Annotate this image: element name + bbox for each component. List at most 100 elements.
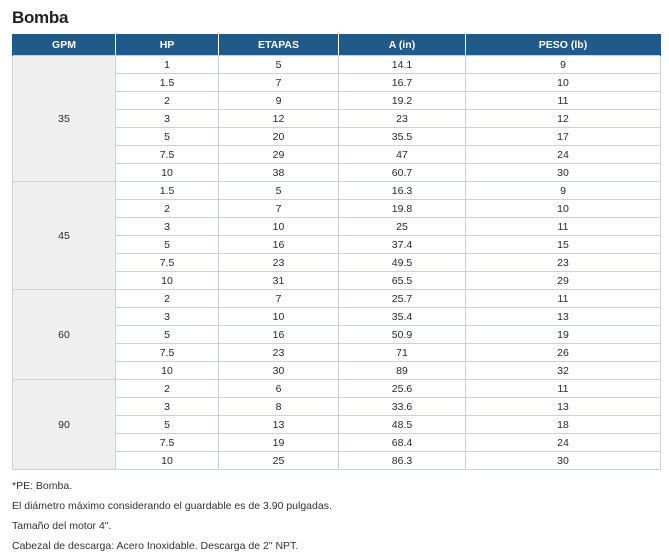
cell-a-in: 14.1 <box>338 55 466 74</box>
cell-etapas: 5 <box>218 55 339 74</box>
footnote: El diámetro máximo considerando el guard… <box>12 500 332 512</box>
cell-a-in: 16.3 <box>338 181 466 200</box>
cell-a-in: 50.9 <box>338 325 466 344</box>
cell-etapas: 12 <box>218 109 339 128</box>
cell-hp: 7.5 <box>115 433 219 452</box>
cell-hp: 2 <box>115 379 219 398</box>
cell-hp: 1.5 <box>115 73 219 92</box>
cell-a-in: 19.2 <box>338 91 466 110</box>
cell-a-in: 60.7 <box>338 163 466 182</box>
table-row: 2 7 19.8 10 <box>13 199 661 218</box>
cell-etapas: 30 <box>218 361 339 380</box>
cell-a-in: 35.5 <box>338 127 466 146</box>
header-etapas: ETAPAS <box>218 34 339 56</box>
cell-etapas: 16 <box>218 235 339 254</box>
cell-gpm: 45 <box>12 181 116 290</box>
table-row: 5 20 35.5 17 <box>13 127 661 146</box>
cell-etapas: 16 <box>218 325 339 344</box>
cell-a-in: 68.4 <box>338 433 466 452</box>
cell-a-in: 25.6 <box>338 379 466 398</box>
cell-peso-lb: 12 <box>465 109 661 128</box>
table-row: 3 10 25 11 <box>13 217 661 236</box>
table-header-row: GPM HP ETAPAS A (in) PESO (lb) <box>12 34 661 56</box>
cell-a-in: 86.3 <box>338 451 466 470</box>
table-row: 90 2 6 25.6 11 <box>12 379 661 470</box>
cell-etapas: 23 <box>218 343 339 362</box>
header-a-in: A (in) <box>338 34 466 56</box>
cell-gpm: 90 <box>12 379 116 470</box>
table-row: 7.5 19 68.4 24 <box>13 433 661 452</box>
cell-etapas: 10 <box>218 307 339 326</box>
cell-etapas: 7 <box>218 199 339 218</box>
cell-peso-lb: 10 <box>465 73 661 92</box>
cell-etapas: 8 <box>218 397 339 416</box>
cell-etapas: 29 <box>218 145 339 164</box>
cell-hp: 5 <box>115 415 219 434</box>
header-peso-lb: PESO (lb) <box>465 34 661 56</box>
cell-peso-lb: 11 <box>465 91 661 110</box>
cell-etapas: 6 <box>218 379 339 398</box>
cell-hp: 5 <box>115 235 219 254</box>
cell-peso-lb: 11 <box>465 379 661 398</box>
cell-a-in: 37.4 <box>338 235 466 254</box>
cell-gpm: 60 <box>12 289 116 380</box>
cell-etapas: 20 <box>218 127 339 146</box>
cell-hp: 7.5 <box>115 145 219 164</box>
table-row: 5 16 50.9 19 <box>13 325 661 344</box>
cell-a-in: 48.5 <box>338 415 466 434</box>
table-row: 5 16 37.4 15 <box>13 235 661 254</box>
cell-etapas: 7 <box>218 289 339 308</box>
cell-hp: 10 <box>115 163 219 182</box>
pump-spec-table: GPM HP ETAPAS A (in) PESO (lb) 35 1 5 14.1 9… <box>12 34 661 470</box>
cell-a-in: 16.7 <box>338 73 466 92</box>
cell-peso-lb: 30 <box>465 451 661 470</box>
cell-hp: 10 <box>115 451 219 470</box>
footnotes: *PE: Bomba. El diámetro máximo considera… <box>12 476 332 556</box>
cell-a-in: 47 <box>338 145 466 164</box>
cell-etapas: 13 <box>218 415 339 434</box>
table-row: 10 25 86.3 30 <box>13 451 661 470</box>
footnote: *PE: Bomba. <box>12 480 73 492</box>
cell-hp: 3 <box>115 217 219 236</box>
footnote: Cabezal de descarga: Acero Inoxidable. D… <box>12 540 299 552</box>
cell-hp: 5 <box>115 127 219 146</box>
table-row: 10 31 65.5 29 <box>13 271 661 290</box>
cell-hp: 1 <box>115 55 219 74</box>
table-row: 7.5 23 49.5 23 <box>13 253 661 272</box>
header-hp: HP <box>115 34 219 56</box>
cell-etapas: 38 <box>218 163 339 182</box>
cell-hp: 3 <box>115 397 219 416</box>
cell-etapas: 23 <box>218 253 339 272</box>
cell-hp: 5 <box>115 325 219 344</box>
cell-hp: 2 <box>115 289 219 308</box>
cell-hp: 10 <box>115 361 219 380</box>
footnote: Tamaño del motor 4". <box>12 520 112 532</box>
cell-peso-lb: 24 <box>465 433 661 452</box>
cell-peso-lb: 18 <box>465 415 661 434</box>
table-row: 60 2 7 25.7 11 <box>12 289 661 380</box>
cell-a-in: 89 <box>338 361 466 380</box>
cell-hp: 3 <box>115 307 219 326</box>
cell-a-in: 35.4 <box>338 307 466 326</box>
table-row: 45 1.5 5 16.3 9 <box>12 181 661 290</box>
cell-hp: 7.5 <box>115 343 219 362</box>
cell-peso-lb: 29 <box>465 271 661 290</box>
cell-peso-lb: 11 <box>465 289 661 308</box>
cell-peso-lb: 24 <box>465 145 661 164</box>
cell-peso-lb: 32 <box>465 361 661 380</box>
cell-peso-lb: 13 <box>465 397 661 416</box>
table-body: 35 1 5 14.1 9 1.5 7 16.7 10 2 9 19.2 11 3 12 23 12 5 20 35.… <box>12 55 661 470</box>
cell-peso-lb: 9 <box>465 181 661 200</box>
cell-etapas: 25 <box>218 451 339 470</box>
cell-etapas: 31 <box>218 271 339 290</box>
cell-a-in: 49.5 <box>338 253 466 272</box>
cell-peso-lb: 23 <box>465 253 661 272</box>
cell-a-in: 33.6 <box>338 397 466 416</box>
cell-peso-lb: 10 <box>465 199 661 218</box>
cell-a-in: 19.8 <box>338 199 466 218</box>
cell-peso-lb: 19 <box>465 325 661 344</box>
cell-peso-lb: 15 <box>465 235 661 254</box>
cell-peso-lb: 30 <box>465 163 661 182</box>
table-row: 10 30 89 32 <box>13 361 661 380</box>
